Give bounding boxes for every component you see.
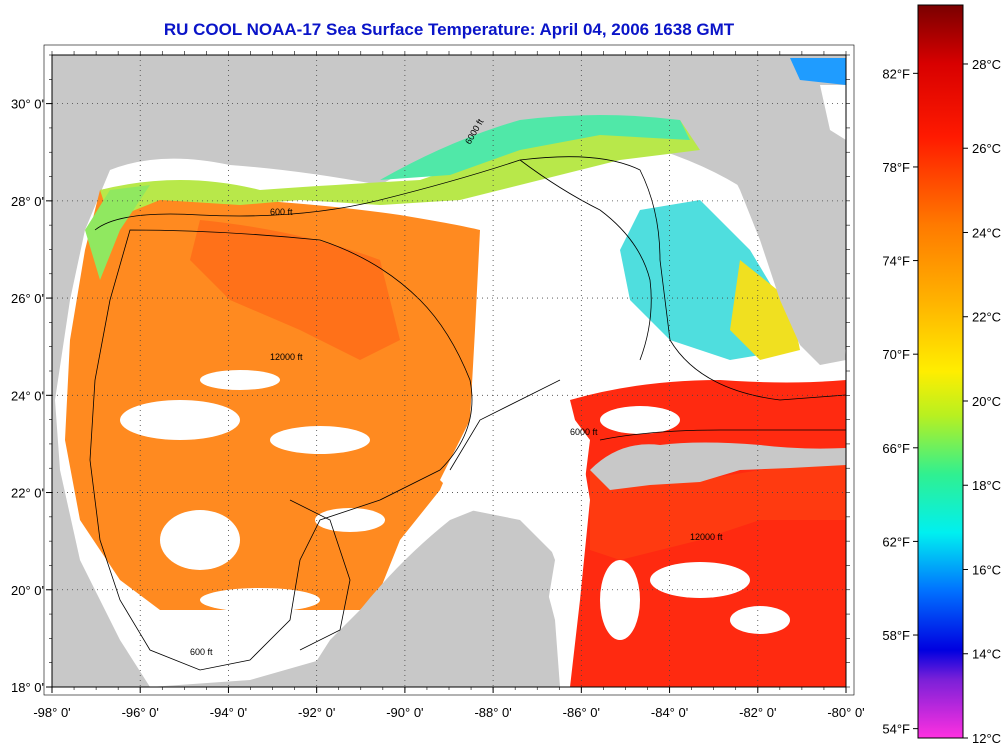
lat-tick-label: 24° 0': [11, 388, 44, 403]
lon-tick-label: -80° 0': [827, 705, 864, 720]
lon-tick-label: -98° 0': [33, 705, 70, 720]
yucatan-peninsula: [300, 500, 555, 687]
latitude-axis: 30° 0' 28° 0' 26° 0' 24° 0' 22° 0' 20° 0' 18° …: [11, 54, 850, 695]
lat-tick-label: 28° 0': [11, 194, 44, 209]
celsius-tick-label: 18°C: [972, 478, 1001, 493]
contour-label-12000-east: 12000 ft: [690, 532, 723, 542]
lat-tick-label: 18° 0': [11, 680, 44, 695]
celsius-tick-label: 22°C: [972, 310, 1001, 325]
fahrenheit-tick-label: 54°F: [882, 722, 910, 737]
lon-tick-label: -86° 0': [563, 705, 600, 720]
sst-green-coastal: [380, 115, 690, 180]
sst-yellow-florida-shelf: [730, 260, 800, 360]
lon-tick-label: -90° 0': [386, 705, 423, 720]
colorbar-fahrenheit-axis: 82°F 78°F 74°F 70°F 66°F 62°F 58°F 54°F: [882, 66, 918, 737]
bathymetry-contours: [89, 156, 846, 671]
sst-green-west-coast: [85, 185, 150, 280]
celsius-tick-label: 14°C: [972, 647, 1001, 662]
contour-label-12000-west: 12000 ft: [270, 352, 303, 362]
cloud-patches-east: [600, 406, 790, 640]
celsius-tick-label: 24°C: [972, 225, 1001, 240]
cuba-island: [590, 442, 846, 490]
lon-tick-label: -82° 0': [739, 705, 776, 720]
colorbar-celsius-axis: 28°C 26°C 24°C 22°C 20°C 18°C 16°C 14°C 12°C: [963, 57, 1001, 746]
lon-tick-label: -92° 0': [298, 705, 335, 720]
sst-atlantic-strip: [790, 58, 846, 85]
fahrenheit-tick-label: 70°F: [882, 347, 910, 362]
longitude-axis: -98° 0' -96° 0' -94° 0' -92° 0' -90° 0' -88° …: [33, 51, 865, 720]
no-data-central: [440, 220, 630, 560]
celsius-tick-label: 26°C: [972, 141, 1001, 156]
celsius-tick-label: 20°C: [972, 394, 1001, 409]
florida-peninsula: [700, 100, 846, 365]
lon-tick-label: -94° 0': [210, 705, 247, 720]
cloud-patches-west: [120, 370, 385, 612]
celsius-tick-label: 28°C: [972, 57, 1001, 72]
fahrenheit-tick-label: 74°F: [882, 254, 910, 269]
fahrenheit-tick-label: 82°F: [882, 66, 910, 81]
lon-tick-label: -84° 0': [651, 705, 688, 720]
sst-warm-west-darker: [190, 220, 400, 360]
sst-hot-cuba-east: [590, 460, 846, 560]
temperature-colorbar: [917, 4, 964, 739]
lon-tick-label: -88° 0': [474, 705, 511, 720]
map-outer-frame: [43, 44, 855, 696]
celsius-tick-label: 16°C: [972, 562, 1001, 577]
lat-tick-label: 30° 0': [11, 97, 44, 112]
celsius-tick-label: 12°C: [972, 731, 1001, 746]
contour-label-6000-central: 6000 ft: [570, 427, 598, 437]
fahrenheit-tick-label: 62°F: [882, 534, 910, 549]
contour-label-600-north: 600 ft: [270, 207, 293, 217]
lon-tick-label: -96° 0': [122, 705, 159, 720]
lat-tick-label: 20° 0': [11, 583, 44, 598]
graticule: [52, 55, 846, 687]
fahrenheit-tick-label: 58°F: [882, 628, 910, 643]
lat-tick-label: 22° 0': [11, 486, 44, 501]
contour-label-600-south: 600 ft: [190, 647, 213, 657]
map-title: RU COOL NOAA-17 Sea Surface Temperature:…: [163, 20, 735, 39]
fahrenheit-tick-label: 78°F: [882, 160, 910, 175]
florida-east-white: [820, 85, 846, 140]
fahrenheit-tick-label: 66°F: [882, 441, 910, 456]
lat-tick-label: 26° 0': [11, 291, 44, 306]
sst-cool-coastal-band: [100, 120, 700, 220]
